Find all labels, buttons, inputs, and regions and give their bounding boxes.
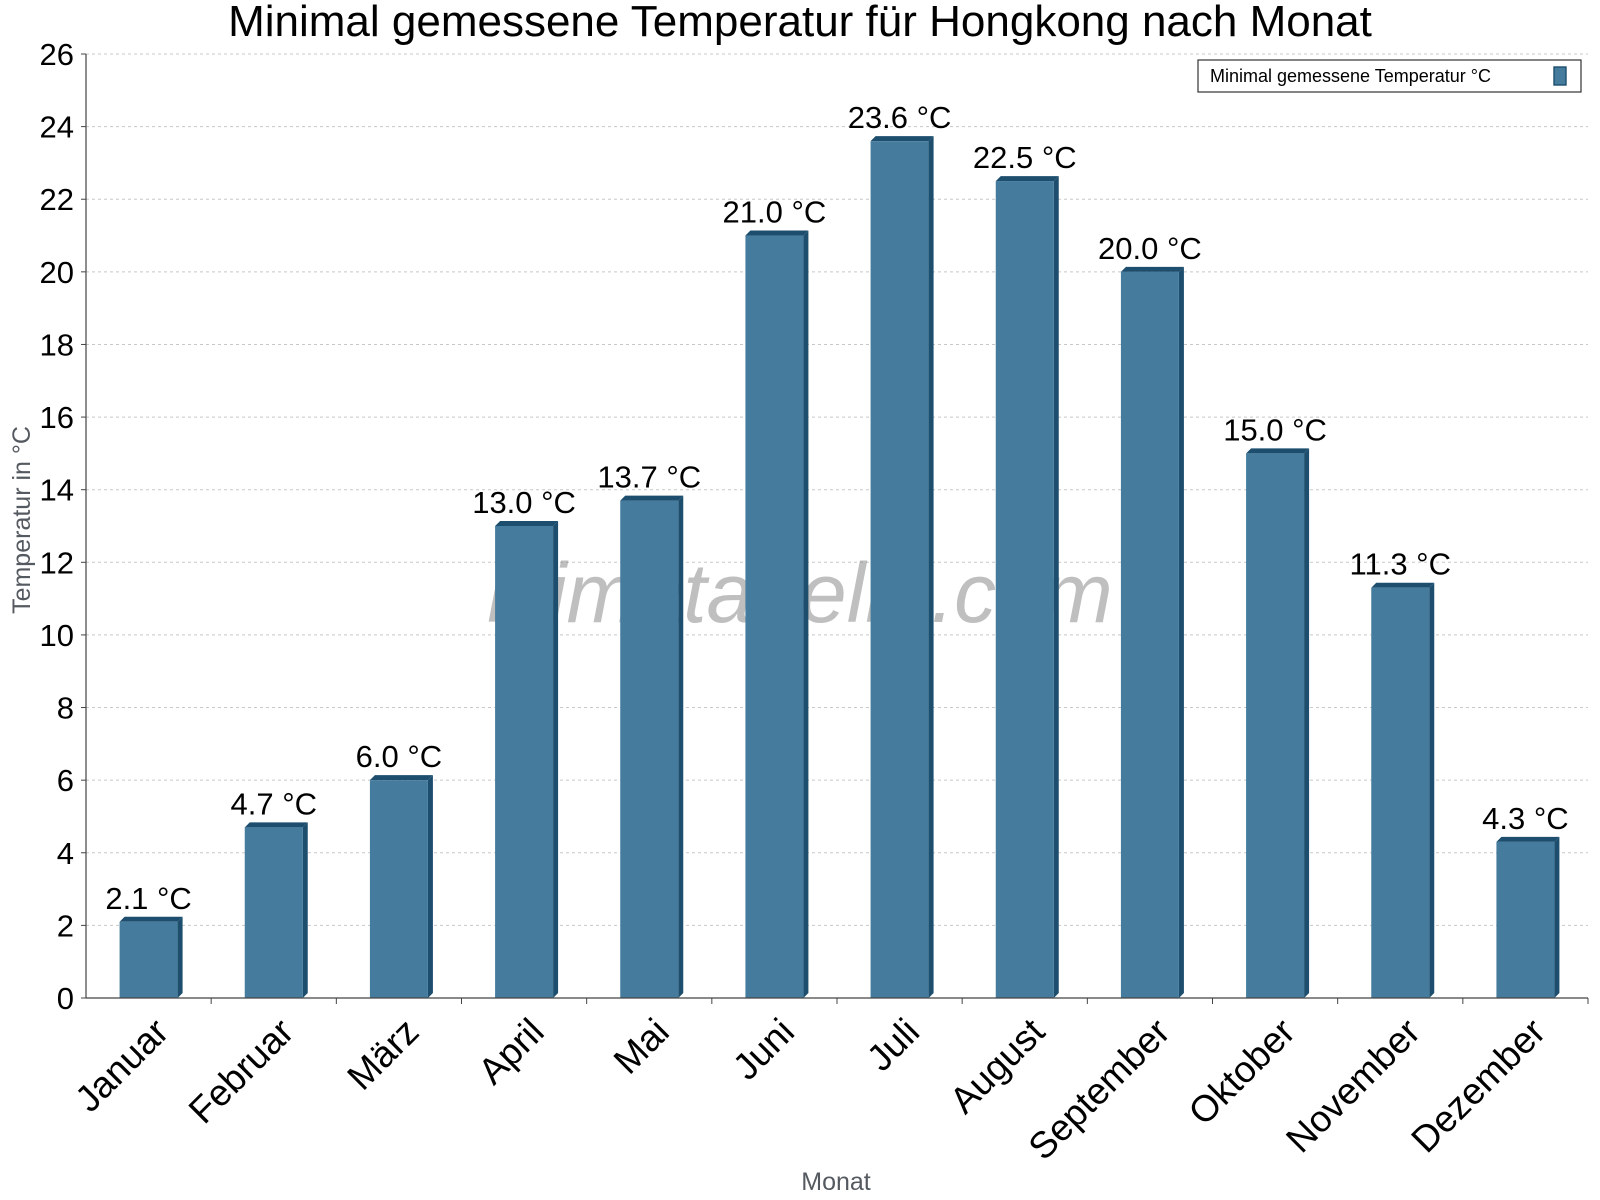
y-tick-label: 8 <box>57 691 74 726</box>
y-tick-label: 20 <box>40 255 74 290</box>
bar <box>495 526 554 998</box>
bar-top <box>369 775 433 781</box>
bar-value-label: 13.7 °C <box>597 460 701 495</box>
bar <box>620 500 679 998</box>
bar <box>1496 841 1555 998</box>
bar-value-label: 15.0 °C <box>1223 412 1327 447</box>
bar-top <box>1120 266 1184 272</box>
bar <box>870 141 929 999</box>
x-tick-label: November <box>1278 1011 1428 1161</box>
x-tick-label: Juli <box>859 1011 927 1079</box>
bar-side <box>1429 582 1435 998</box>
x-tick-label: Januar <box>67 1011 176 1120</box>
x-tick-label: April <box>470 1011 551 1092</box>
bar-top <box>119 916 183 922</box>
bar-top <box>1371 582 1435 588</box>
bar-value-label: 21.0 °C <box>723 195 827 230</box>
bars <box>119 136 1560 999</box>
bar-value-label: 4.3 °C <box>1482 801 1569 836</box>
bar-top <box>745 230 809 236</box>
y-tick-label: 4 <box>57 836 74 871</box>
legend-series-swatch <box>1553 66 1567 86</box>
bar-side <box>1178 266 1184 998</box>
bar <box>1246 453 1305 998</box>
bar-side <box>1554 836 1560 998</box>
legend-series-label: Minimal gemessene Temperatur °C <box>1210 66 1491 86</box>
y-tick-label: 10 <box>40 618 74 653</box>
x-tick-label: März <box>339 1011 426 1098</box>
bar <box>745 235 804 999</box>
bar-side <box>803 230 809 999</box>
bar-side <box>302 822 308 998</box>
y-tick-label: 22 <box>40 182 74 217</box>
legend-box <box>1197 59 1582 93</box>
bar-top <box>620 495 684 501</box>
x-tick-label: Oktober <box>1181 1011 1303 1133</box>
bar-side <box>928 136 934 999</box>
legend: Minimal gemessene Temperatur °C <box>1197 59 1582 93</box>
bar-top <box>995 176 1059 182</box>
bar <box>1120 271 1179 998</box>
axes <box>81 53 1589 1004</box>
bar-value-label: 13.0 °C <box>472 485 576 520</box>
x-tick-label: August <box>942 1010 1053 1121</box>
bar-top <box>1246 448 1310 454</box>
bar-top <box>870 136 934 142</box>
x-tick-label: Februar <box>181 1011 302 1132</box>
bar-value-label: 2.1 °C <box>105 881 192 916</box>
x-tick-label: Juni <box>725 1011 802 1088</box>
bar-side <box>1053 176 1059 999</box>
y-tick-label: 16 <box>40 400 74 435</box>
bar <box>1371 587 1430 998</box>
x-tick-label: Mai <box>606 1011 677 1082</box>
bar <box>119 921 178 998</box>
bar-side <box>427 775 433 998</box>
bar-top <box>1496 836 1560 842</box>
y-tick-label: 0 <box>57 981 74 1016</box>
bar-value-label: 22.5 °C <box>973 140 1077 175</box>
y-tick-label: 18 <box>40 327 74 362</box>
bar-side <box>678 495 684 998</box>
chart-title: Minimal gemessene Temperatur für Hongkon… <box>228 0 1372 46</box>
x-axis-label: Monat <box>801 1168 871 1196</box>
bar <box>369 780 428 998</box>
y-tick-label: 6 <box>57 763 74 798</box>
y-tick-label: 26 <box>40 37 74 72</box>
data-labels: 2.1 °C 4.7 °C 6.0 °C 13.0 °C 13.7 °C 21.0 °C 2… <box>105 100 1568 916</box>
bar-value-label: 20.0 °C <box>1098 231 1202 266</box>
bar-side <box>553 521 559 998</box>
gridlines <box>86 53 1588 926</box>
bar-value-label: 23.6 °C <box>848 100 952 135</box>
bar <box>244 827 303 998</box>
y-tick-label: 24 <box>40 110 74 145</box>
bar-value-label: 4.7 °C <box>231 786 318 821</box>
bar-top <box>244 822 308 828</box>
bar-value-label: 11.3 °C <box>1350 547 1451 582</box>
bar-side <box>177 916 183 998</box>
bar-side <box>1304 448 1310 998</box>
y-tick-label: 14 <box>40 473 74 508</box>
y-axis-label: Temperatur in °C <box>8 426 36 614</box>
bar-value-label: 6.0 °C <box>356 739 443 774</box>
y-tick-label: 12 <box>40 545 74 580</box>
x-tick-label: Dezember <box>1403 1011 1553 1161</box>
y-tick-label: 2 <box>57 908 74 943</box>
bar <box>995 181 1054 999</box>
bar-top <box>495 521 559 526</box>
